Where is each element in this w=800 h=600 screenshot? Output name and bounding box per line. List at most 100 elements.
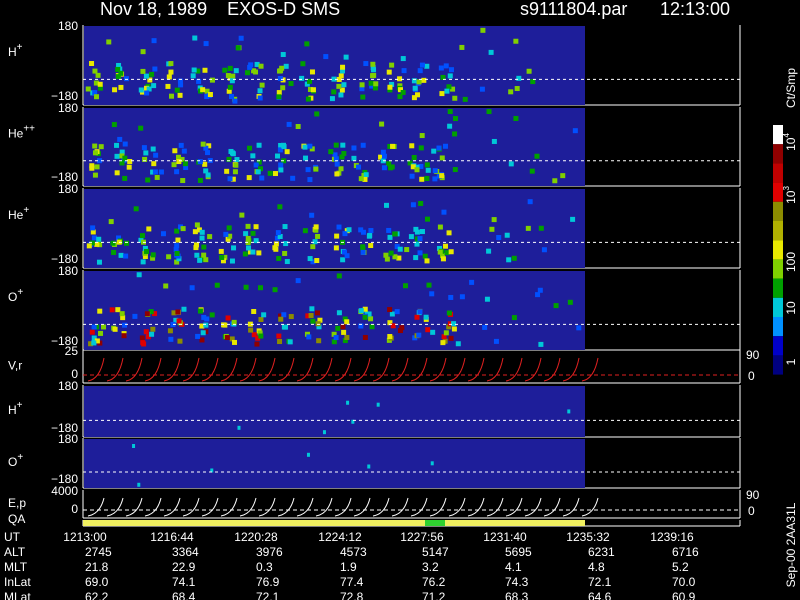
- cell: [181, 306, 187, 312]
- cell: [351, 155, 357, 161]
- cell: [369, 83, 375, 89]
- cell: [190, 73, 196, 79]
- cell: [257, 88, 263, 94]
- cell: [397, 76, 403, 82]
- cell: [407, 160, 413, 166]
- curve: [486, 357, 504, 382]
- cell: [488, 49, 494, 55]
- cell: [277, 233, 283, 239]
- curve: [372, 497, 390, 517]
- label-sup: ++: [23, 123, 35, 134]
- cell: [424, 162, 430, 168]
- cell: [267, 170, 273, 176]
- curve: [106, 497, 124, 517]
- cell: [277, 75, 283, 81]
- curve: [182, 357, 200, 382]
- row-label: UT: [4, 530, 21, 544]
- cell: [400, 89, 406, 95]
- cell: [148, 309, 154, 315]
- cell-value: 5695: [505, 545, 532, 559]
- cell: [277, 339, 283, 345]
- cell: [225, 315, 231, 321]
- cell: [229, 258, 235, 264]
- cell: [386, 69, 392, 75]
- cell: [193, 245, 199, 251]
- cell: [223, 231, 229, 237]
- curve: [87, 357, 105, 382]
- cell: [195, 333, 201, 339]
- cell: [250, 153, 256, 159]
- cell: [259, 175, 265, 181]
- cell: [173, 317, 179, 323]
- cell: [480, 27, 486, 33]
- cell: [360, 94, 366, 100]
- curve: [163, 497, 181, 517]
- cell: [331, 89, 337, 95]
- row-label: MLT: [4, 560, 28, 574]
- cell-value: 4573: [340, 545, 367, 559]
- cell-value: 68.3: [505, 590, 529, 600]
- cell: [339, 154, 345, 160]
- cell: [314, 310, 320, 316]
- cell: [452, 167, 458, 173]
- cell: [314, 111, 320, 117]
- cell: [272, 287, 278, 293]
- cell: [175, 309, 181, 315]
- cell-value: 1235:32: [566, 530, 610, 544]
- cell: [166, 254, 172, 260]
- curve: [163, 357, 181, 382]
- cell: [278, 313, 284, 319]
- cell: [180, 226, 186, 232]
- cell: [412, 85, 418, 91]
- curve: [220, 497, 238, 517]
- cell: [91, 340, 97, 346]
- cell: [254, 341, 260, 347]
- cell: [303, 155, 309, 161]
- cell: [346, 227, 352, 233]
- cell: [197, 177, 203, 183]
- cell-value: 22.9: [172, 560, 196, 574]
- cell: [381, 153, 387, 159]
- tick-base: 1: [784, 358, 798, 365]
- cell: [363, 61, 369, 67]
- cell: [120, 315, 126, 321]
- cell: [114, 142, 120, 148]
- curve: [467, 357, 485, 382]
- cell: [358, 227, 364, 233]
- cell: [179, 156, 185, 162]
- cell: [89, 163, 95, 169]
- cell: [432, 176, 438, 182]
- cell: [177, 92, 183, 98]
- cell: [204, 316, 210, 322]
- curve: [144, 357, 162, 382]
- cell: [97, 85, 103, 91]
- cell: [89, 240, 95, 246]
- cell: [278, 167, 284, 173]
- cell: [397, 246, 403, 252]
- cell: [140, 68, 146, 74]
- cell: [368, 243, 374, 249]
- cell: [451, 326, 457, 332]
- cell: [432, 168, 438, 174]
- cell: [397, 94, 403, 100]
- cell: [277, 147, 283, 153]
- cell: [248, 62, 254, 68]
- colorbar-segment: [773, 278, 783, 298]
- cell: [306, 452, 310, 457]
- cell: [201, 314, 207, 320]
- cell: [151, 83, 157, 89]
- cell: [442, 243, 448, 249]
- cell: [197, 257, 203, 263]
- cell: [368, 316, 374, 322]
- cell: [387, 320, 393, 326]
- cell: [205, 150, 211, 156]
- cell: [414, 164, 420, 170]
- cell-value: 72.1: [588, 575, 612, 589]
- cell: [173, 246, 179, 252]
- cell-value: 2745: [85, 545, 112, 559]
- cell: [94, 164, 100, 170]
- cell: [284, 149, 290, 155]
- cell: [202, 67, 208, 73]
- cell: [316, 338, 322, 344]
- cell: [417, 236, 423, 242]
